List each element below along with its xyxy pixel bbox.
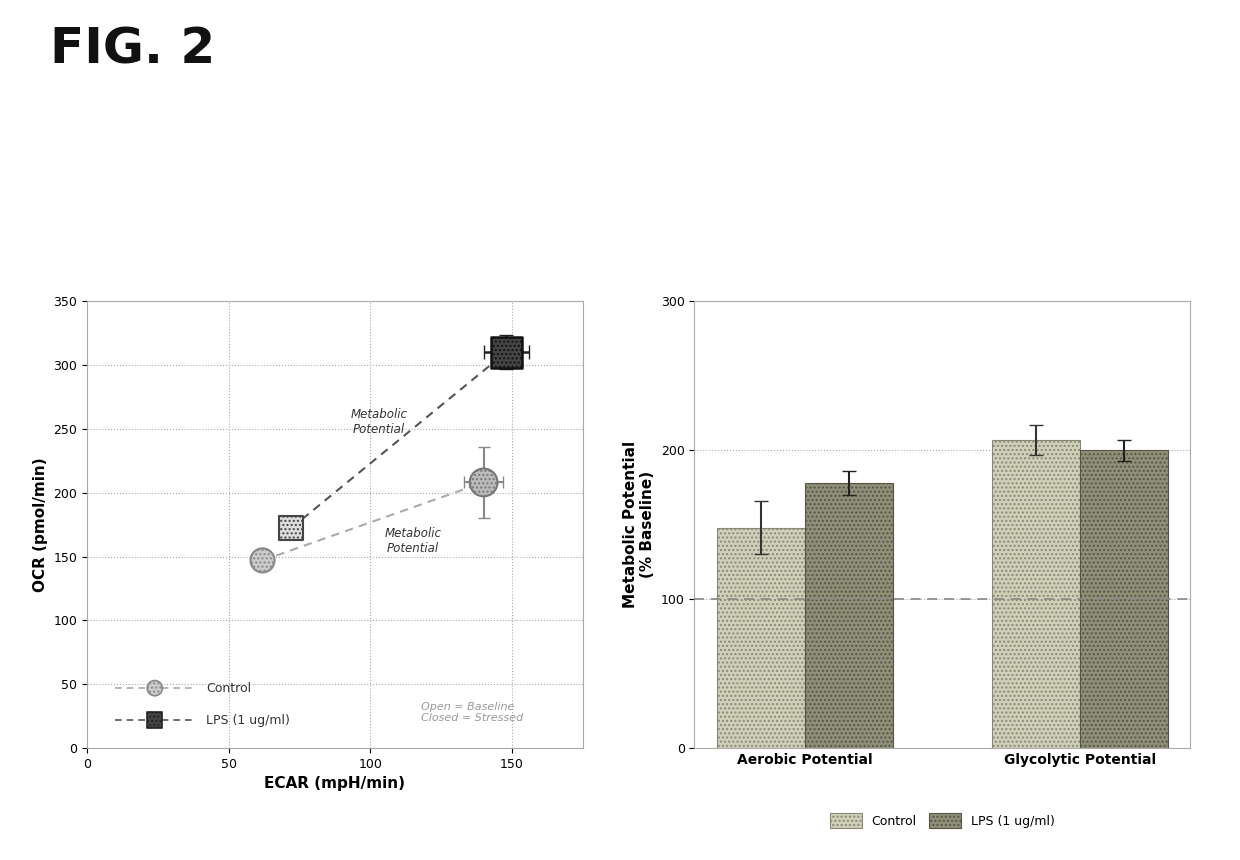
Text: LPS (1 ug/ml): LPS (1 ug/ml) xyxy=(206,714,290,727)
Text: FIG. 2: FIG. 2 xyxy=(50,26,215,74)
Point xyxy=(281,521,301,535)
Text: Metabolic
Potential: Metabolic Potential xyxy=(350,408,407,436)
Point xyxy=(496,345,516,359)
Bar xyxy=(992,439,1080,748)
X-axis label: ECAR (mpH/min): ECAR (mpH/min) xyxy=(264,777,405,791)
Bar xyxy=(1080,450,1168,748)
Legend: Control, LPS (1 ug/ml): Control, LPS (1 ug/ml) xyxy=(826,808,1059,833)
Y-axis label: OCR (pmol/min): OCR (pmol/min) xyxy=(32,458,47,592)
Text: Control: Control xyxy=(206,682,250,695)
Text: Metabolic
Potential: Metabolic Potential xyxy=(384,527,441,556)
Point xyxy=(145,681,165,695)
Point xyxy=(474,476,494,489)
Point xyxy=(253,554,273,568)
Point xyxy=(145,713,165,727)
Y-axis label: Metabolic Potential
(% Baseline): Metabolic Potential (% Baseline) xyxy=(622,441,655,608)
Bar xyxy=(805,482,893,748)
Text: Open = Baseline
Closed = Stressed: Open = Baseline Closed = Stressed xyxy=(422,702,523,723)
Bar xyxy=(717,527,805,748)
